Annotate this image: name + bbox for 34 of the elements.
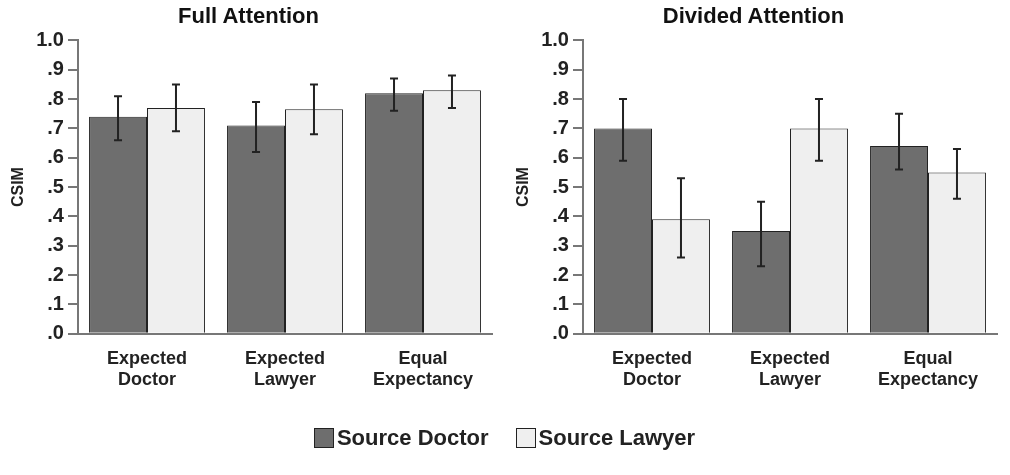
y-tick-label: 1.0 [36,27,64,50]
y-tick-label: .5 [47,174,64,197]
chart-title: Divided Attention [662,3,845,29]
y-axis-title: CSIM [9,167,27,208]
y-tick-label: .5 [552,174,569,197]
y-tick-label: .7 [47,115,64,138]
y-tick-label: 1.0 [541,27,569,50]
y-tick-label: .1 [552,291,569,314]
y-tick-label: .2 [552,262,569,285]
x-tick-label: Expected Lawyer [749,347,831,390]
y-tick-label: .8 [552,86,569,109]
x-tick-label: Expected Doctor [611,347,693,390]
y-tick-label: .0 [47,321,64,344]
y-tick-label: .6 [552,145,569,168]
x-tick-label: Expected Lawyer [244,347,326,390]
y-tick-label: .4 [47,203,65,226]
y-tick-label: .3 [47,233,64,256]
y-axis-title: CSIM [514,167,532,208]
y-tick-label: .9 [47,57,64,80]
legend-label: Source Lawyer [538,425,696,451]
y-tick-label: .2 [47,262,64,285]
y-tick-label: .6 [47,145,64,168]
y-tick-label: .1 [47,291,64,314]
x-tick-label: Equal Expectancy [877,347,979,390]
legend-label: Source Doctor [336,425,489,451]
y-tick-label: .7 [552,115,569,138]
y-tick-label: .3 [552,233,569,256]
y-tick-label: .9 [552,57,569,80]
y-tick-label: .4 [552,203,570,226]
x-tick-label: Expected Doctor [106,347,188,390]
y-tick-label: .0 [552,321,569,344]
x-tick-label: Equal Expectancy [372,347,474,390]
chart-title: Full Attention [178,3,319,29]
y-tick-label: .8 [47,86,64,109]
